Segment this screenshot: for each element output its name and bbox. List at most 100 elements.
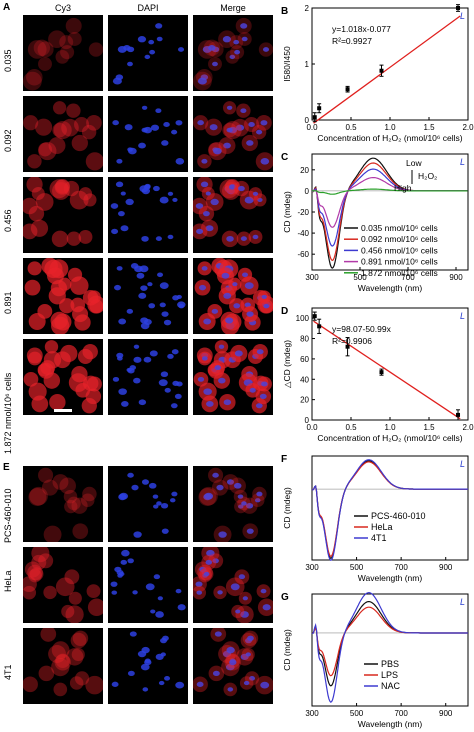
x-tick-label: 500 [350, 709, 364, 718]
plot-frame [311, 455, 469, 561]
data-point [345, 344, 350, 349]
micrograph-tile [23, 339, 103, 415]
micrograph-tile [108, 15, 188, 91]
x-axis-label: Wavelength (nm) [358, 283, 423, 293]
x-tick-label: 900 [439, 709, 453, 718]
micrograph-tile [108, 547, 188, 623]
x-tick-label: 0.0 [306, 423, 318, 432]
micrograph-tile [193, 628, 273, 704]
legend-label: HeLa [371, 522, 393, 532]
legend-label: 0.035 nmol/10⁶ cells [361, 223, 438, 233]
annotation-h2o2: H₂O₂ [418, 171, 437, 181]
x-tick-label: 300 [305, 709, 319, 718]
scale-bar [54, 721, 72, 724]
micrograph-tile [108, 339, 188, 415]
italic-tag: L [460, 459, 465, 469]
micrograph-tile [193, 15, 273, 91]
row-label-hela: HeLa [3, 570, 13, 592]
y-axis-label: CD (mdeg) [282, 629, 292, 671]
x-tick-label: 1.0 [384, 123, 396, 132]
data-point [456, 6, 461, 10]
x-axis-label: Concentration of H₂O₂ (nmol/10⁶ cells) [317, 133, 462, 143]
legend-label: NAC [381, 681, 401, 691]
micrograph-tile [193, 96, 273, 172]
chart-c: 300 500 700 900 -60 -40 -20 0 20 C L Wavelength (nm… [281, 152, 469, 293]
y-tick-label: 100 [296, 314, 310, 323]
y-tick-label: 40 [300, 375, 309, 384]
panel-label: G [281, 592, 289, 603]
y-tick-label: 0 [305, 416, 310, 425]
y-axis-label: I580/I450 [282, 46, 292, 82]
y-tick-label: 20 [300, 396, 309, 405]
data-point [456, 412, 461, 417]
panel-label-a: A [3, 2, 11, 13]
legend-label: PBS [381, 659, 399, 669]
y-axis-label: CD (mdeg) [282, 487, 292, 529]
fit-r2: R²=0.9927 [332, 36, 372, 46]
italic-tag: L [460, 311, 465, 321]
x-axis-label: Concentration of H₂O₂ (nmol/10⁶ cells) [317, 433, 462, 443]
legend-label: 0.092 nmol/10⁶ cells [361, 234, 438, 244]
series-line [311, 177, 468, 228]
micrograph-tile [23, 15, 103, 91]
x-tick-label: 700 [394, 709, 408, 718]
x-tick-label: 700 [401, 273, 415, 282]
y-tick-label: 20 [300, 166, 309, 175]
data-point [345, 87, 350, 92]
x-tick-label: 500 [353, 273, 367, 282]
row-label-0456: 0.456 [3, 209, 13, 232]
x-tick-label: 0.0 [306, 123, 318, 132]
micrograph-tile [108, 628, 188, 704]
y-axis-label: △CD (mdeg) [282, 340, 292, 388]
fit-line [313, 320, 461, 420]
y-tick-label: 1 [305, 60, 310, 69]
y-tick-label: 0 [305, 116, 310, 125]
x-axis-label: Wavelength (nm) [358, 573, 423, 583]
micrograph-tile [23, 96, 103, 172]
row-label-0092: 0.092 [3, 129, 13, 152]
panel-label-e: E [3, 462, 10, 473]
series-line [312, 188, 468, 195]
fit-equation: y=1.018x-0.077 [332, 24, 391, 34]
x-axis-label: Wavelength (nm) [358, 719, 423, 729]
chart-f: 300 500 700 900 F L Wavelength (nm) CD (mdeg) PC… [281, 454, 469, 583]
legend-label: 4T1 [371, 533, 387, 543]
panel-label: C [281, 152, 288, 163]
plot-frame [311, 593, 469, 707]
row-label-pcs: PCS-460-010 [3, 488, 13, 543]
italic-tag: L [460, 157, 465, 167]
micrograph-tile [193, 339, 273, 415]
legend-label: 1.872 nmol/10⁶ cells [361, 268, 438, 278]
row-label-0891: 0.891 [3, 291, 13, 314]
x-tick-label: 2.0 [462, 423, 474, 432]
y-tick-label: -20 [297, 208, 309, 217]
micrograph-tile [193, 177, 273, 253]
chart-b: 0.0 0.5 1.0 1.5 2.0 0 1 2 B L Concentration of H₂O… [281, 4, 474, 143]
annotation-low: Low [406, 158, 422, 168]
legend-label: LPS [381, 670, 398, 680]
micrograph-tile [193, 466, 273, 542]
series-line [311, 591, 468, 703]
row-label-4t1: 4T1 [3, 664, 13, 680]
x-tick-label: 2.0 [462, 123, 474, 132]
x-tick-label: 700 [394, 563, 408, 572]
row-label-1872: 1.872 nmol/10⁶ cells [3, 372, 13, 454]
micrograph-tile [108, 177, 188, 253]
x-tick-label: 900 [449, 273, 463, 282]
column-header-cy3: Cy3 [54, 3, 71, 13]
y-axis-label: CD (mdeg) [282, 191, 292, 233]
y-tick-label: -40 [297, 229, 309, 238]
micrograph-tile [23, 177, 103, 253]
fit-equation: y=98.07-50.99x [332, 324, 392, 334]
x-tick-label: 1.5 [423, 123, 435, 132]
micrograph-tile [108, 466, 188, 542]
italic-tag: L [460, 11, 465, 21]
x-tick-label: 1.5 [423, 423, 435, 432]
x-tick-label: 0.5 [345, 423, 357, 432]
panel-label: B [281, 6, 288, 17]
fit-line [313, 15, 461, 124]
legend-label: 0.456 nmol/10⁶ cells [361, 245, 438, 255]
micrograph-tile [23, 258, 103, 334]
micrograph-tile [23, 628, 103, 704]
column-header-dapi: DAPI [137, 3, 159, 13]
